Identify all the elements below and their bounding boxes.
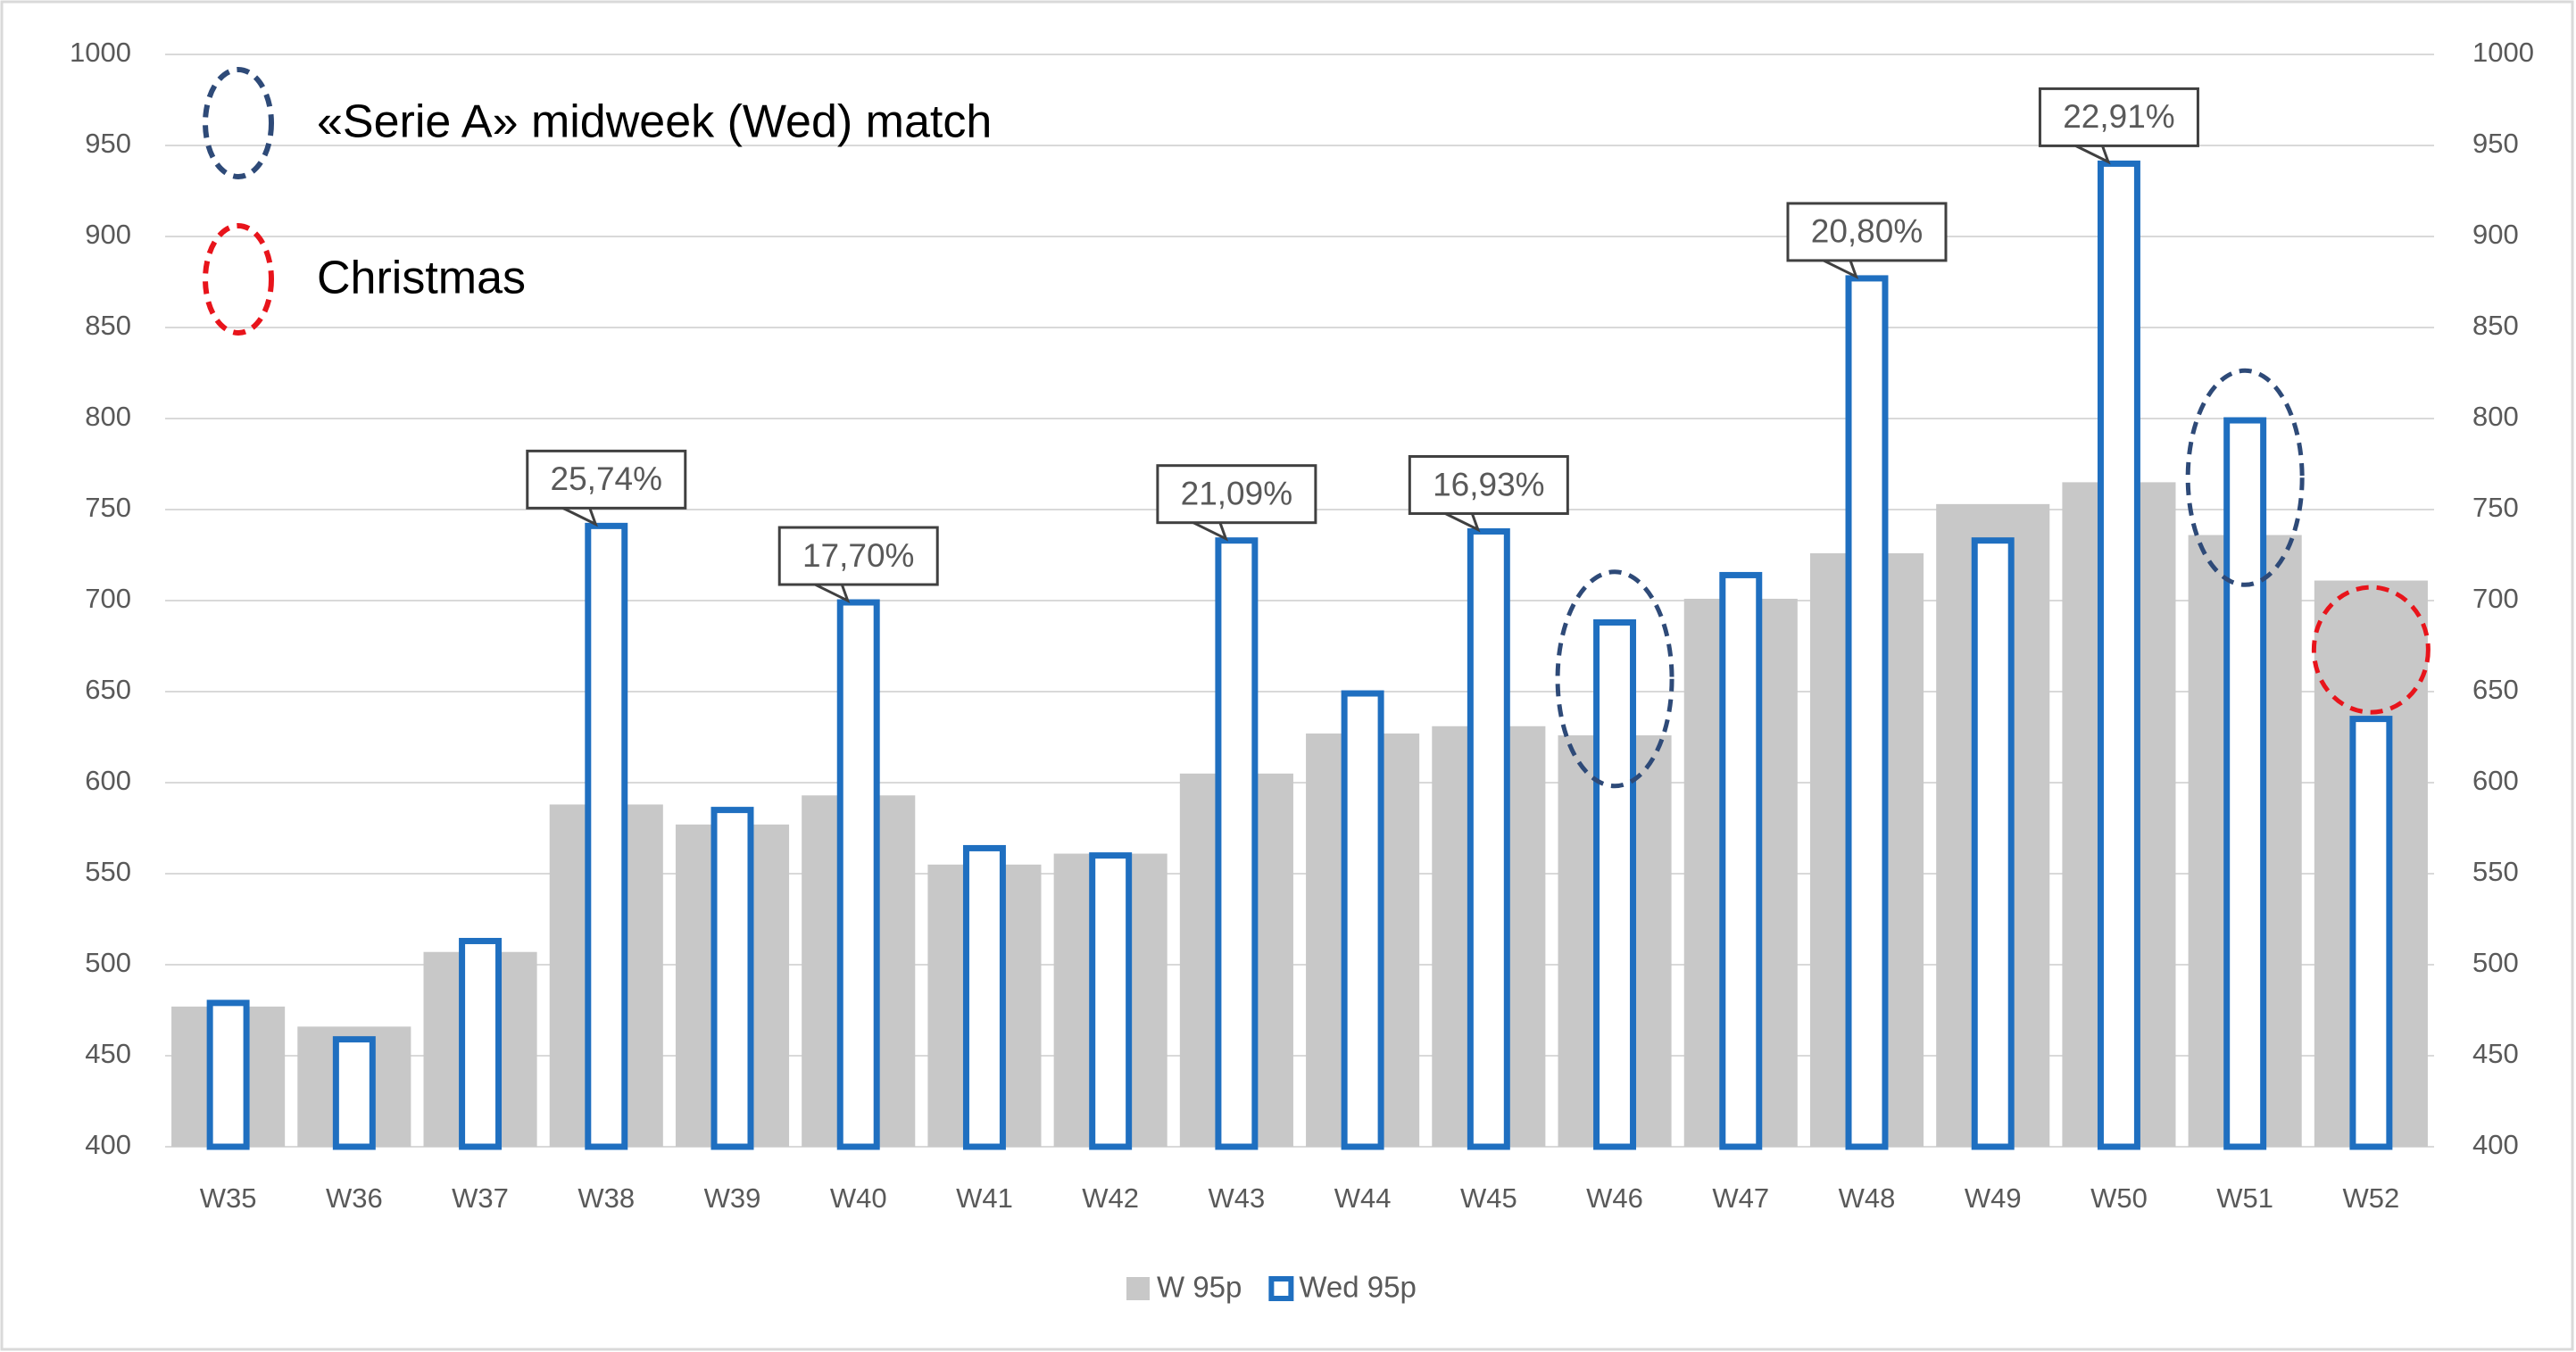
callout-pointer xyxy=(814,583,851,604)
callout-box xyxy=(1156,464,1317,525)
y2-tick-label: 600 xyxy=(2472,765,2519,796)
x-tick-label: W40 xyxy=(830,1182,887,1214)
x-tick-label: W45 xyxy=(1460,1182,1517,1214)
bar-outline xyxy=(1845,275,1889,1150)
y2-tick-label: 650 xyxy=(2472,674,2519,705)
legend-label: Wed 95p xyxy=(1299,1271,1416,1304)
callout-label: 22,91% xyxy=(2063,98,2175,135)
callout-label: 21,09% xyxy=(1181,475,1293,511)
y-tick-label: 550 xyxy=(85,856,131,887)
y-tick-label: 950 xyxy=(85,128,131,159)
y2-tick-label: 900 xyxy=(2472,219,2519,250)
x-tick-label: W48 xyxy=(1839,1182,1896,1214)
y2-tick-label: 750 xyxy=(2472,492,2519,523)
x-tick-label: W52 xyxy=(2343,1182,2400,1214)
highlight xyxy=(1555,569,1674,789)
y2-tick-label: 950 xyxy=(2472,128,2519,159)
y2-tick-label: 1000 xyxy=(2472,37,2534,68)
y2-tick-label: 700 xyxy=(2472,583,2519,614)
bar-outline xyxy=(710,807,754,1150)
x-tick-label: W49 xyxy=(1965,1182,2022,1214)
y-tick-label: 600 xyxy=(85,765,131,796)
x-tick-label: W35 xyxy=(200,1182,257,1214)
bar-outline xyxy=(1215,537,1259,1150)
callout-box xyxy=(2038,87,2199,147)
callout-label: 20,80% xyxy=(1811,213,1924,250)
x-tick-label: W46 xyxy=(1586,1182,1643,1214)
bar-outline xyxy=(206,999,250,1150)
y2-tick-label: 450 xyxy=(2472,1038,2519,1069)
bar-outline xyxy=(962,844,1006,1150)
callout-box xyxy=(526,449,687,510)
note-key xyxy=(203,67,274,179)
bar-outline xyxy=(1971,537,2015,1150)
y-tick-label: 850 xyxy=(85,310,131,341)
legend-label: W 95p xyxy=(1157,1271,1242,1304)
y2-tick-label: 850 xyxy=(2472,310,2519,341)
x-tick-label: W41 xyxy=(956,1182,1013,1214)
callout-box xyxy=(1408,454,1569,515)
bar-outline xyxy=(2349,716,2393,1150)
bar-outline xyxy=(1719,571,1763,1150)
y-tick-label: 1000 xyxy=(70,37,131,68)
callout-pointer xyxy=(562,507,598,527)
bar-outline xyxy=(585,522,628,1150)
y-tick-label: 800 xyxy=(85,401,131,432)
y-tick-label: 700 xyxy=(85,583,131,614)
legend-swatch xyxy=(1268,1276,1294,1301)
highlight xyxy=(2311,585,2431,715)
y2-tick-label: 800 xyxy=(2472,401,2519,432)
y2-tick-label: 400 xyxy=(2472,1129,2519,1160)
callout-pointer xyxy=(1823,259,1859,279)
x-tick-label: W44 xyxy=(1334,1182,1392,1214)
callout-label: 17,70% xyxy=(802,537,915,574)
bar-outline xyxy=(1593,618,1637,1150)
callout-pointer xyxy=(1192,521,1229,542)
x-tick-label: W38 xyxy=(578,1182,635,1214)
note-label: Christmas xyxy=(317,253,526,304)
y-tick-label: 450 xyxy=(85,1038,131,1069)
y-tick-label: 500 xyxy=(85,947,131,978)
highlight xyxy=(2185,368,2305,587)
y2-tick-label: 500 xyxy=(2472,947,2519,978)
callout-label: 25,74% xyxy=(551,460,663,497)
bar-outline xyxy=(1341,690,1384,1150)
legend-swatch xyxy=(1126,1277,1150,1300)
bar-outline xyxy=(332,1036,376,1150)
y-tick-label: 400 xyxy=(85,1129,131,1160)
x-tick-label: W42 xyxy=(1082,1182,1139,1214)
bar-outline xyxy=(2223,417,2267,1150)
y-tick-label: 750 xyxy=(85,492,131,523)
callout-pointer xyxy=(2074,145,2111,165)
bar-outline xyxy=(459,937,503,1150)
callout-label: 16,93% xyxy=(1433,466,1545,502)
y2-tick-label: 550 xyxy=(2472,856,2519,887)
bar-outline xyxy=(1467,527,1510,1150)
x-tick-label: W50 xyxy=(2090,1182,2148,1214)
bar-outline xyxy=(836,599,880,1150)
x-tick-label: W36 xyxy=(326,1182,383,1214)
note-label: «Serie A» midweek (Wed) match xyxy=(317,96,992,148)
x-tick-label: W37 xyxy=(452,1182,509,1214)
x-tick-label: W47 xyxy=(1712,1182,1769,1214)
note-key xyxy=(203,223,274,336)
y-tick-label: 900 xyxy=(85,219,131,250)
bar-outline xyxy=(1089,852,1133,1150)
bar-outline xyxy=(2097,160,2140,1150)
y-tick-label: 650 xyxy=(85,674,131,705)
x-tick-label: W39 xyxy=(704,1182,761,1214)
x-tick-label: W51 xyxy=(2216,1182,2273,1214)
callout-box xyxy=(777,526,939,586)
callout-box xyxy=(1786,202,1948,262)
x-tick-label: W43 xyxy=(1209,1182,1266,1214)
callout-pointer xyxy=(1444,512,1481,533)
